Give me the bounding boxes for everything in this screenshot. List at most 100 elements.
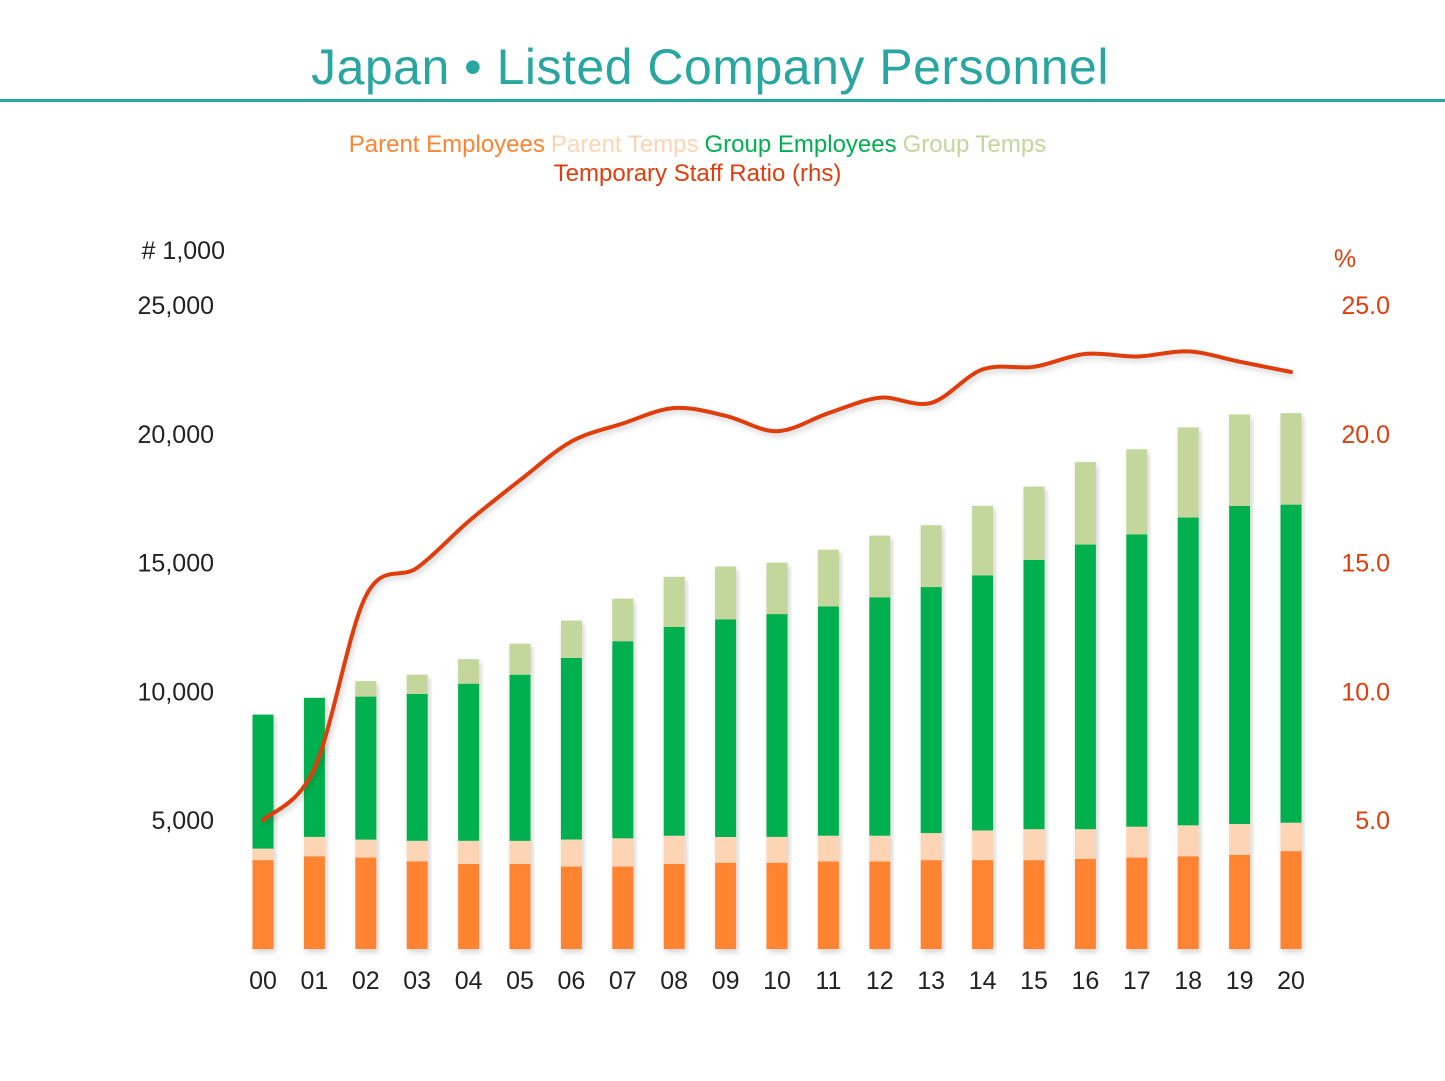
- bar-parent-employees: [458, 864, 480, 949]
- bar-parent-employees: [972, 860, 994, 949]
- y-right-tick-label: 15.0: [1341, 550, 1390, 578]
- x-tick-label: 01: [300, 967, 328, 995]
- bar-parent-employees: [766, 862, 788, 949]
- bar-group-temps: [355, 681, 377, 697]
- bar-group-employees: [1229, 505, 1251, 824]
- bar-stack-18: [1177, 427, 1199, 949]
- bar-stack-08: [663, 576, 685, 949]
- bar-parent-employees: [560, 866, 582, 949]
- bar-stack-15: [1023, 486, 1045, 949]
- bar-parent-employees: [1280, 851, 1302, 949]
- bar-group-temps: [560, 620, 582, 658]
- legend-parent-employees: Parent Employees: [348, 131, 545, 158]
- bar-group-employees: [663, 627, 685, 836]
- y-right-tick-label: 20.0: [1341, 421, 1390, 449]
- y-left-tick-label: 15,000: [138, 550, 214, 578]
- bar-group-temps: [1229, 414, 1251, 506]
- bar-group-employees: [1074, 544, 1096, 830]
- bar-parent-temps: [1023, 829, 1045, 861]
- bar-parent-temps: [509, 840, 531, 864]
- bar-group-temps: [406, 674, 428, 694]
- bar-parent-temps: [1177, 825, 1199, 857]
- bar-stack-07: [612, 598, 634, 949]
- y-right-tick-label: 5.0: [1355, 807, 1390, 835]
- legend-parent-temps: Parent Temps: [550, 131, 699, 158]
- bar-group-employees: [560, 657, 582, 840]
- bar-parent-temps: [972, 830, 994, 861]
- y-right-tick-label: 25.0: [1341, 292, 1390, 320]
- x-tick-label: 04: [455, 967, 483, 995]
- bar-group-temps: [509, 643, 531, 675]
- legend-group-employees: Group Employees: [704, 131, 897, 158]
- x-tick-label: 10: [763, 967, 791, 995]
- bar-parent-employees: [612, 866, 634, 949]
- bar-group-employees: [715, 619, 737, 837]
- bar-group-temps: [612, 598, 634, 642]
- x-tick-label: 05: [506, 967, 534, 995]
- bar-parent-employees: [1074, 858, 1096, 949]
- bar-parent-temps: [766, 836, 788, 863]
- bar-group-temps: [766, 562, 788, 615]
- bar-group-temps: [458, 659, 480, 684]
- bar-group-temps: [920, 525, 942, 587]
- bar-parent-temps: [1126, 826, 1148, 858]
- bar-stack-01: [303, 697, 325, 949]
- bar-parent-employees: [509, 864, 531, 949]
- bar-stack-17: [1126, 449, 1148, 949]
- bar-stack-02: [355, 681, 377, 949]
- x-tick-label: 07: [609, 967, 637, 995]
- bar-parent-temps: [1229, 824, 1251, 855]
- chart-title: Japan • Listed Company Personnel: [311, 39, 1109, 95]
- bar-parent-employees: [920, 860, 942, 949]
- bar-parent-temps: [715, 836, 737, 863]
- x-tick-label: 20: [1277, 967, 1305, 995]
- bar-parent-employees: [663, 864, 685, 949]
- bar-parent-temps: [406, 840, 428, 862]
- bar-group-employees: [972, 575, 994, 831]
- bar-parent-employees: [1177, 856, 1199, 949]
- bar-group-employees: [458, 683, 480, 841]
- left-axis-unit: # 1,000: [142, 237, 225, 265]
- bar-stack-13: [920, 525, 942, 949]
- right-axis-unit: %: [1334, 245, 1356, 273]
- bar-group-temps: [1023, 486, 1045, 560]
- ratio-line-group: [261, 349, 1293, 823]
- bar-stack-12: [869, 535, 891, 949]
- bar-group-temps: [1074, 462, 1096, 545]
- bar-group-employees: [920, 587, 942, 834]
- x-tick-label: 15: [1020, 967, 1048, 995]
- y-left-tick-label: 25,000: [138, 292, 214, 320]
- bar-group-employees: [355, 696, 377, 840]
- bar-parent-temps: [1280, 822, 1302, 852]
- bar-group-temps: [715, 566, 737, 620]
- bar-parent-temps: [663, 835, 685, 864]
- bar-parent-employees: [252, 860, 274, 949]
- bar-parent-employees: [303, 856, 325, 949]
- x-tick-label: 09: [712, 967, 740, 995]
- ratio-line: [261, 349, 1293, 823]
- y-left-tick-label: 20,000: [138, 421, 214, 449]
- bar-parent-employees: [869, 861, 891, 949]
- bar-parent-temps: [817, 835, 839, 862]
- y-right-tick-label: 10.0: [1341, 678, 1390, 706]
- bar-stack-16: [1074, 462, 1096, 949]
- x-tick-label: 14: [969, 967, 997, 995]
- legend-ratio: Temporary Staff Ratio (rhs): [553, 160, 842, 187]
- bar-group-employees: [1023, 560, 1045, 830]
- bar-group-employees: [817, 606, 839, 836]
- x-tick-label: 00: [249, 967, 277, 995]
- bar-stack-10: [766, 562, 788, 949]
- x-tick-label: 16: [1071, 967, 1099, 995]
- bar-group-temps: [1126, 449, 1148, 535]
- bar-stack-20: [1280, 413, 1302, 949]
- legend: Parent Employees Parent Temps Group Employ…: [0, 131, 1395, 159]
- bar-group-employees: [1280, 504, 1302, 823]
- title-divider: [0, 99, 1445, 102]
- bar-parent-temps: [1074, 829, 1096, 859]
- bar-parent-temps: [612, 838, 634, 867]
- y-left-tick-label: 5,000: [151, 807, 214, 835]
- bar-stack-19: [1229, 414, 1251, 949]
- legend-line: Temporary Staff Ratio (rhs): [0, 160, 1395, 188]
- y-left-tick-label: 10,000: [138, 678, 214, 706]
- x-tick-label: 08: [660, 967, 688, 995]
